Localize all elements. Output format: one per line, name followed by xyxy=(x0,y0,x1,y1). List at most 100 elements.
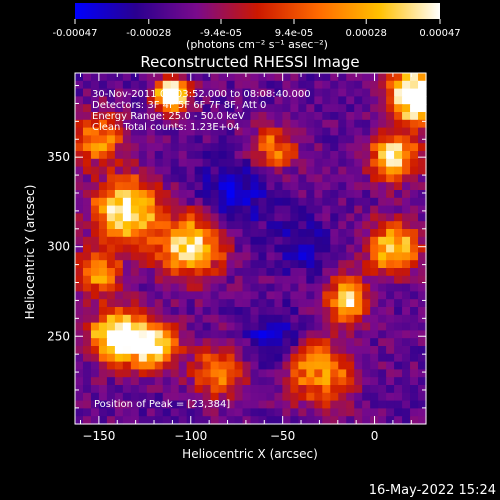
heatmap-cell xyxy=(266,73,276,82)
heatmap-cell xyxy=(418,88,427,97)
heatmap-cell xyxy=(122,244,132,253)
heatmap-cell xyxy=(322,119,331,129)
heatmap-cell xyxy=(138,346,148,355)
heatmap-cell xyxy=(82,408,92,417)
heatmap-cell xyxy=(170,174,180,183)
heatmap-cell xyxy=(410,353,419,363)
heatmap-cell xyxy=(186,158,196,168)
heatmap-cell xyxy=(354,416,363,425)
heatmap-cell xyxy=(378,213,387,222)
heatmap-cell xyxy=(330,80,339,90)
heatmap-cell xyxy=(75,221,84,230)
heatmap-cell xyxy=(266,283,276,292)
heatmap-cell xyxy=(170,221,180,230)
heatmap-cell xyxy=(75,330,84,339)
heatmap-cell xyxy=(306,260,315,269)
heatmap-cell xyxy=(354,400,363,409)
heatmap-cell xyxy=(90,143,100,152)
heatmap-cell xyxy=(266,166,276,175)
heatmap-cell xyxy=(322,322,331,331)
heatmap-cell xyxy=(386,236,395,246)
heatmap-cell xyxy=(322,166,331,175)
heatmap-cell xyxy=(186,244,196,253)
heatmap-cell xyxy=(378,190,387,199)
heatmap-cell xyxy=(314,353,323,363)
heatmap-cell xyxy=(170,244,180,253)
heatmap-cell xyxy=(410,322,419,331)
heatmap-cell xyxy=(394,385,403,394)
heatmap-cell xyxy=(258,88,268,97)
heatmap-cell xyxy=(154,158,164,168)
heatmap-cell xyxy=(210,291,220,300)
heatmap-cell xyxy=(274,229,284,238)
heatmap-cell xyxy=(282,322,291,331)
heatmap-cell xyxy=(410,205,419,214)
heatmap-cell xyxy=(114,400,124,409)
heatmap-cell xyxy=(362,252,371,261)
heatmap-cell xyxy=(322,135,331,144)
heatmap-cell xyxy=(354,244,363,253)
heatmap-cell xyxy=(106,400,116,409)
heatmap-cell xyxy=(218,353,228,363)
heatmap-cell xyxy=(170,416,180,425)
heatmap-cell xyxy=(202,291,212,300)
heatmap-cell xyxy=(314,166,323,175)
heatmap-cell xyxy=(258,236,268,246)
heatmap-cell xyxy=(130,416,140,425)
heatmap-cell xyxy=(418,299,427,308)
heatmap-cell xyxy=(114,221,124,230)
heatmap-cell xyxy=(75,174,84,183)
heatmap-cell xyxy=(258,119,268,129)
heatmap-cell xyxy=(386,322,395,331)
heatmap-cell xyxy=(130,252,140,261)
heatmap-cell xyxy=(354,221,363,230)
heatmap-cell xyxy=(210,96,220,105)
heatmap-cell xyxy=(162,182,172,191)
heatmap-cell xyxy=(202,338,212,347)
heatmap-cell xyxy=(250,96,260,105)
heatmap-cell xyxy=(266,182,276,191)
heatmap-cell xyxy=(202,283,212,292)
heatmap-cell xyxy=(290,158,299,168)
heatmap-cell xyxy=(314,205,323,214)
heatmap-cell xyxy=(282,369,291,378)
heatmap-cell xyxy=(330,112,339,121)
heatmap-cell xyxy=(266,338,276,347)
heatmap-cell xyxy=(114,392,124,402)
heatmap-cell xyxy=(138,377,148,386)
heatmap-cell xyxy=(178,291,188,300)
heatmap-cell xyxy=(226,299,236,308)
heatmap-cell xyxy=(114,268,124,277)
heatmap-cell xyxy=(202,369,212,378)
heatmap-cell xyxy=(386,213,395,222)
heatmap-cell xyxy=(154,330,164,339)
heatmap-cell xyxy=(162,385,172,394)
heatmap-cell xyxy=(306,299,315,308)
heatmap-cell xyxy=(146,197,156,207)
heatmap-cell xyxy=(154,221,164,230)
heatmap-cell xyxy=(170,80,180,90)
heatmap-cell xyxy=(234,268,244,277)
heatmap-cell xyxy=(178,174,188,183)
heatmap-cell xyxy=(194,322,204,331)
heatmap-cell xyxy=(90,88,100,97)
heatmap-cell xyxy=(402,229,411,238)
heatmap-cell xyxy=(362,190,371,199)
heatmap-cell xyxy=(202,104,212,113)
heatmap-cell xyxy=(242,73,252,82)
heatmap-cell xyxy=(130,80,140,90)
heatmap-cell xyxy=(346,135,355,144)
heatmap-cell xyxy=(402,361,411,370)
heatmap-cell xyxy=(90,112,100,121)
heatmap-cell xyxy=(154,416,164,425)
heatmap-cell xyxy=(306,346,315,355)
heatmap-cell xyxy=(314,244,323,253)
heatmap-cell xyxy=(378,119,387,129)
heatmap-cell xyxy=(194,377,204,386)
heatmap-cell xyxy=(154,314,164,324)
heatmap-cell xyxy=(122,73,132,82)
heatmap-cell xyxy=(98,299,108,308)
heatmap-cell xyxy=(362,143,371,152)
heatmap-cell xyxy=(330,158,339,168)
heatmap-cell xyxy=(410,369,419,378)
